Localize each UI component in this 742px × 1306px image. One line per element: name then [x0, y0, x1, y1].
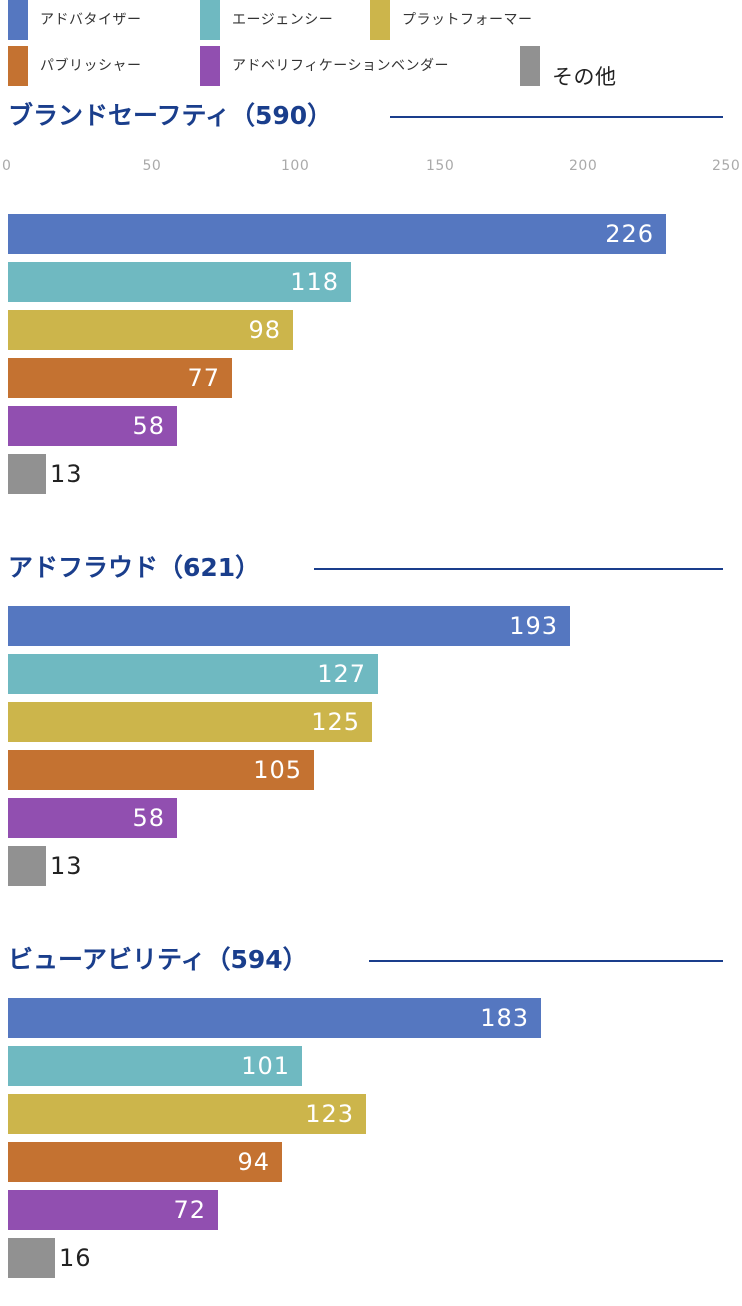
bar-value-label: 13 — [50, 852, 83, 880]
x-tick-label: 0 — [2, 158, 12, 174]
section-title: ビューアビリティ（594） — [8, 945, 308, 974]
bar — [8, 262, 351, 302]
x-tick-label: 50 — [142, 158, 162, 174]
legend-label: アドベリフィケーションベンダー — [232, 58, 449, 74]
bar — [8, 798, 177, 838]
bar-value-label: 226 — [605, 220, 654, 248]
bar — [8, 1190, 218, 1230]
bar — [8, 998, 541, 1038]
bar-value-label: 101 — [241, 1052, 290, 1080]
bar — [8, 1046, 302, 1086]
bar-value-label: 118 — [290, 268, 339, 296]
bar-value-label: 123 — [305, 1100, 354, 1128]
legend-swatch — [8, 0, 28, 40]
bar-value-label: 58 — [132, 412, 165, 440]
bar-value-label: 127 — [317, 660, 366, 688]
legend-label: パブリッシャー — [40, 58, 142, 74]
bar — [8, 214, 666, 254]
bar-value-label: 72 — [173, 1196, 206, 1224]
section-rule — [314, 568, 723, 570]
bar-value-label: 193 — [509, 612, 558, 640]
x-tick-label: 250 — [712, 158, 741, 174]
legend-label: その他 — [552, 65, 617, 89]
bar — [8, 750, 314, 790]
x-tick-label: 100 — [281, 158, 310, 174]
bar-value-label: 16 — [59, 1244, 92, 1272]
bar-value-label: 13 — [50, 460, 83, 488]
bar — [8, 358, 232, 398]
bar — [8, 654, 378, 694]
bar — [8, 702, 372, 742]
bar-value-label: 58 — [132, 804, 165, 832]
x-tick-label: 150 — [426, 158, 455, 174]
legend-swatch — [520, 46, 540, 86]
bar — [8, 606, 570, 646]
legend-swatch — [200, 46, 220, 86]
legend-swatch — [370, 0, 390, 40]
bar-value-label: 77 — [187, 364, 220, 392]
legend-label: エージェンシー — [232, 12, 334, 28]
section-rule — [390, 116, 723, 118]
bar-value-label: 125 — [311, 708, 360, 736]
bar — [8, 1142, 282, 1182]
x-tick-label: 200 — [569, 158, 598, 174]
bar — [8, 310, 293, 350]
legend-swatch — [200, 0, 220, 40]
section-title: ブランドセーフティ（590） — [8, 101, 333, 130]
bar-value-label: 183 — [480, 1004, 529, 1032]
bar — [8, 406, 177, 446]
bar-value-label: 98 — [248, 316, 281, 344]
legend-label: プラットフォーマー — [402, 12, 533, 28]
legend-label: アドバタイザー — [40, 12, 142, 28]
bar-value-label: 94 — [237, 1148, 270, 1176]
bar — [8, 846, 46, 886]
bar — [8, 1094, 366, 1134]
legend-swatch — [8, 46, 28, 86]
bar — [8, 454, 46, 494]
bar — [8, 1238, 55, 1278]
section-title: アドフラウド（621） — [8, 553, 261, 582]
section-rule — [369, 960, 723, 962]
bar-value-label: 105 — [253, 756, 302, 784]
